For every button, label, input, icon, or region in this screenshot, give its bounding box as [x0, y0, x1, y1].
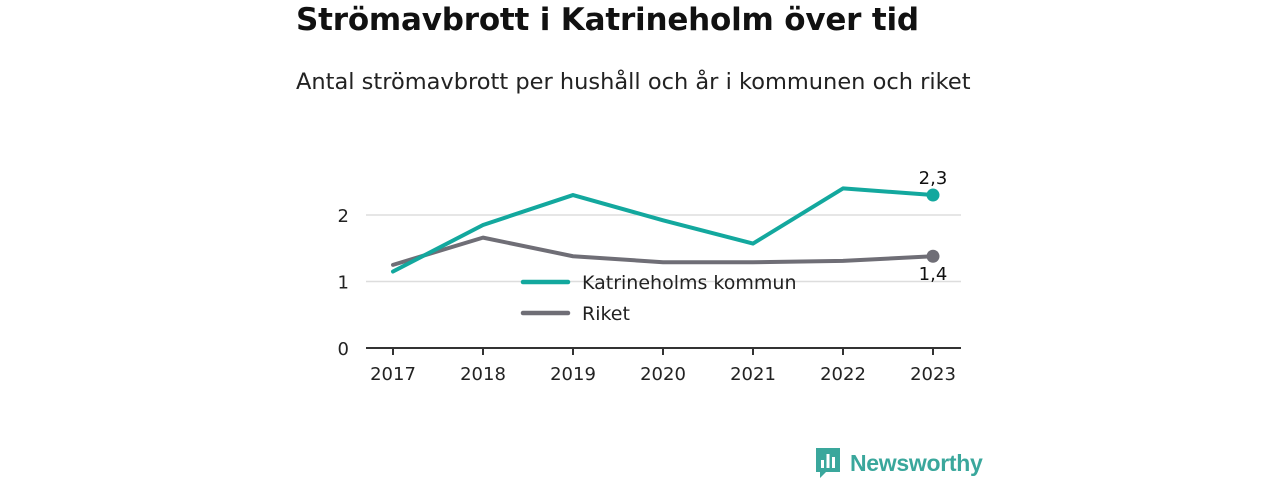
y-tick-label: 0: [338, 339, 349, 360]
newsworthy-logo: Newsworthy: [814, 446, 983, 480]
x-tick-label: 2019: [550, 364, 596, 385]
gridlines: [366, 214, 961, 283]
x-tick-label: 2018: [460, 364, 506, 385]
x-tick-label: 2021: [730, 364, 776, 385]
x-tick-label: 2023: [910, 364, 956, 385]
brand-name: Newsworthy: [850, 449, 983, 476]
legend-label: Katrineholms kommun: [582, 272, 796, 294]
chart-subtitle: Antal strömavbrott per hushåll och år i …: [296, 69, 971, 95]
x-tick-label: 2020: [640, 364, 686, 385]
x-tick-label: 2022: [820, 364, 866, 385]
legend-label: Riket: [582, 303, 630, 325]
end-labels: 2,3 1,4: [919, 168, 948, 285]
chart-title: Strömavbrott i Katrineholm över tid: [296, 2, 919, 38]
y-axis-labels: 0 1 2: [338, 206, 349, 360]
x-axis: 2017 2018 2019 2020 2021 2022 2023: [366, 347, 961, 385]
series-lines: [391, 186, 940, 274]
series-end-marker: [926, 249, 940, 263]
bar-chart-logo-icon: [816, 448, 840, 478]
legend: Katrineholms kommun Riket: [520, 272, 796, 325]
series-line-riket: [391, 235, 935, 267]
y-tick-label: 2: [338, 206, 349, 227]
x-tick-label: 2017: [370, 364, 416, 385]
series-end-marker: [926, 188, 940, 202]
y-tick-label: 1: [338, 273, 349, 294]
end-label-riket: 1,4: [919, 264, 948, 285]
end-label-katrineholm: 2,3: [919, 168, 948, 189]
series-line-katrineholm: [391, 186, 935, 274]
